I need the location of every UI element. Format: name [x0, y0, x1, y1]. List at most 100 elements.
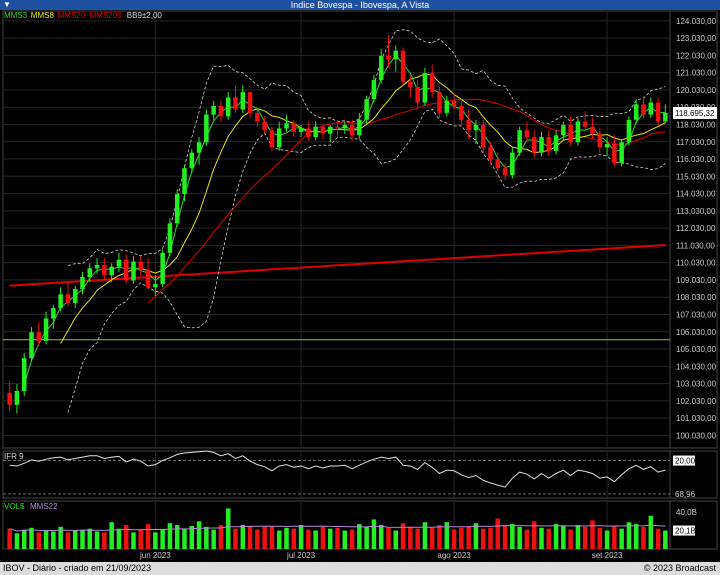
volume-bar: [619, 528, 624, 549]
price-tick-label: 105.030,00: [676, 345, 717, 354]
candle-body: [335, 126, 340, 129]
volume-bar: [58, 526, 63, 549]
candle-body: [320, 126, 326, 134]
candle-body: [43, 318, 49, 341]
volume-bar: [204, 526, 209, 549]
candle-body: [65, 294, 71, 303]
volume-bar: [14, 533, 20, 549]
candle-body: [604, 144, 610, 148]
volume-bar: [546, 528, 552, 549]
candle-body: [655, 102, 661, 122]
price-tick-label: 116.030,00: [676, 155, 716, 164]
candle-body: [327, 126, 333, 134]
candle-body: [488, 147, 493, 160]
candle-body: [502, 168, 508, 176]
volume-bar: [349, 529, 355, 549]
candle-body: [160, 252, 165, 284]
price-tick-label: 112.030,00: [676, 224, 716, 233]
candle-body: [568, 125, 573, 143]
candle-body: [196, 142, 202, 153]
price-tick-label: 101.030,00: [676, 414, 717, 423]
volume-bar: [502, 525, 508, 549]
volume-bar: [29, 527, 34, 549]
volume-bar: [364, 526, 369, 549]
candle-body: [211, 106, 216, 115]
candle-body: [14, 391, 20, 405]
ifr-title: IFR 9: [4, 452, 24, 461]
candle-body: [189, 152, 195, 169]
volume-bar: [262, 526, 267, 549]
legend-item: MMS20: [58, 11, 86, 20]
window-title: Indice Bovespa - Ibovespa, A Vista: [290, 0, 430, 10]
volume-bar: [21, 529, 27, 549]
candle-body: [444, 100, 450, 113]
volume-bar: [531, 521, 537, 549]
price-tick-label: 102.030,00: [676, 397, 717, 406]
candle-body: [58, 294, 63, 309]
title-bar: ▼ Indice Bovespa - Ibovespa, A Vista: [0, 0, 720, 10]
candle-body: [276, 128, 282, 148]
footer-copyright: © 2023 Broadcast: [643, 563, 716, 573]
candle-body: [357, 119, 362, 136]
volume-bar: [123, 525, 129, 549]
down-arrow-icon[interactable]: ▼: [3, 0, 11, 9]
candle-body: [262, 121, 267, 131]
candle-body: [531, 137, 537, 153]
volume-bar: [597, 527, 603, 549]
volume-bar: [145, 524, 151, 549]
price-panel: [2, 10, 671, 449]
candle-body: [349, 125, 355, 136]
candle-body: [204, 114, 209, 143]
price-panel-axis: [669, 10, 718, 449]
x-tick-label: jul 2023: [286, 551, 316, 560]
volume-bar: [7, 528, 12, 549]
candle-body: [510, 152, 515, 176]
volume-bar: [189, 525, 195, 549]
candle-body: [36, 332, 42, 341]
bollinger-upper-band: [67, 29, 666, 266]
candle-body: [313, 126, 318, 138]
candle-body: [371, 80, 377, 100]
volume-bar: [36, 532, 42, 549]
candle-body: [80, 277, 85, 290]
candle-body: [87, 268, 93, 277]
volume-bar: [284, 527, 289, 549]
volume-bar: [480, 528, 486, 549]
candle-body: [626, 119, 632, 143]
volume-bar: [131, 532, 136, 549]
price-tick-label: 109.030,00: [676, 276, 717, 285]
candle-body: [408, 81, 413, 87]
volume-bar: [153, 532, 158, 549]
volume-bar: [473, 523, 479, 549]
candle-body: [561, 125, 566, 136]
candle-body: [415, 87, 420, 103]
volume-bar: [524, 529, 530, 549]
candle-body: [102, 264, 107, 276]
candle-body: [174, 194, 180, 224]
candle-body: [553, 135, 559, 151]
volume-bar: [626, 522, 632, 549]
bollinger-lower-band: [67, 108, 666, 413]
volume-bar: [116, 528, 122, 549]
ifr-level-label: 20,00: [675, 457, 696, 466]
volume-bar: [371, 519, 377, 549]
candle-body: [648, 102, 654, 115]
candle-body: [422, 73, 428, 103]
volume-bar: [408, 526, 413, 549]
price-tick-label: 100.030,00: [676, 431, 717, 440]
volume-bar: [65, 532, 71, 549]
volume-bar: [553, 524, 559, 549]
volume-bar: [298, 525, 304, 549]
volume-bar: [87, 528, 93, 549]
candle-body: [480, 125, 486, 148]
candle-body: [612, 144, 617, 163]
volume-bar: [415, 528, 420, 549]
candle-body: [473, 125, 479, 131]
candle-body: [590, 126, 595, 134]
volume-bar: [240, 525, 246, 549]
candle-body: [123, 259, 129, 281]
status-footer: IBOV - Diário - criado em 21/09/2023 © 2…: [0, 562, 720, 575]
volume-bar: [575, 525, 581, 549]
volume-bar: [444, 522, 450, 549]
candle-body: [269, 130, 275, 148]
